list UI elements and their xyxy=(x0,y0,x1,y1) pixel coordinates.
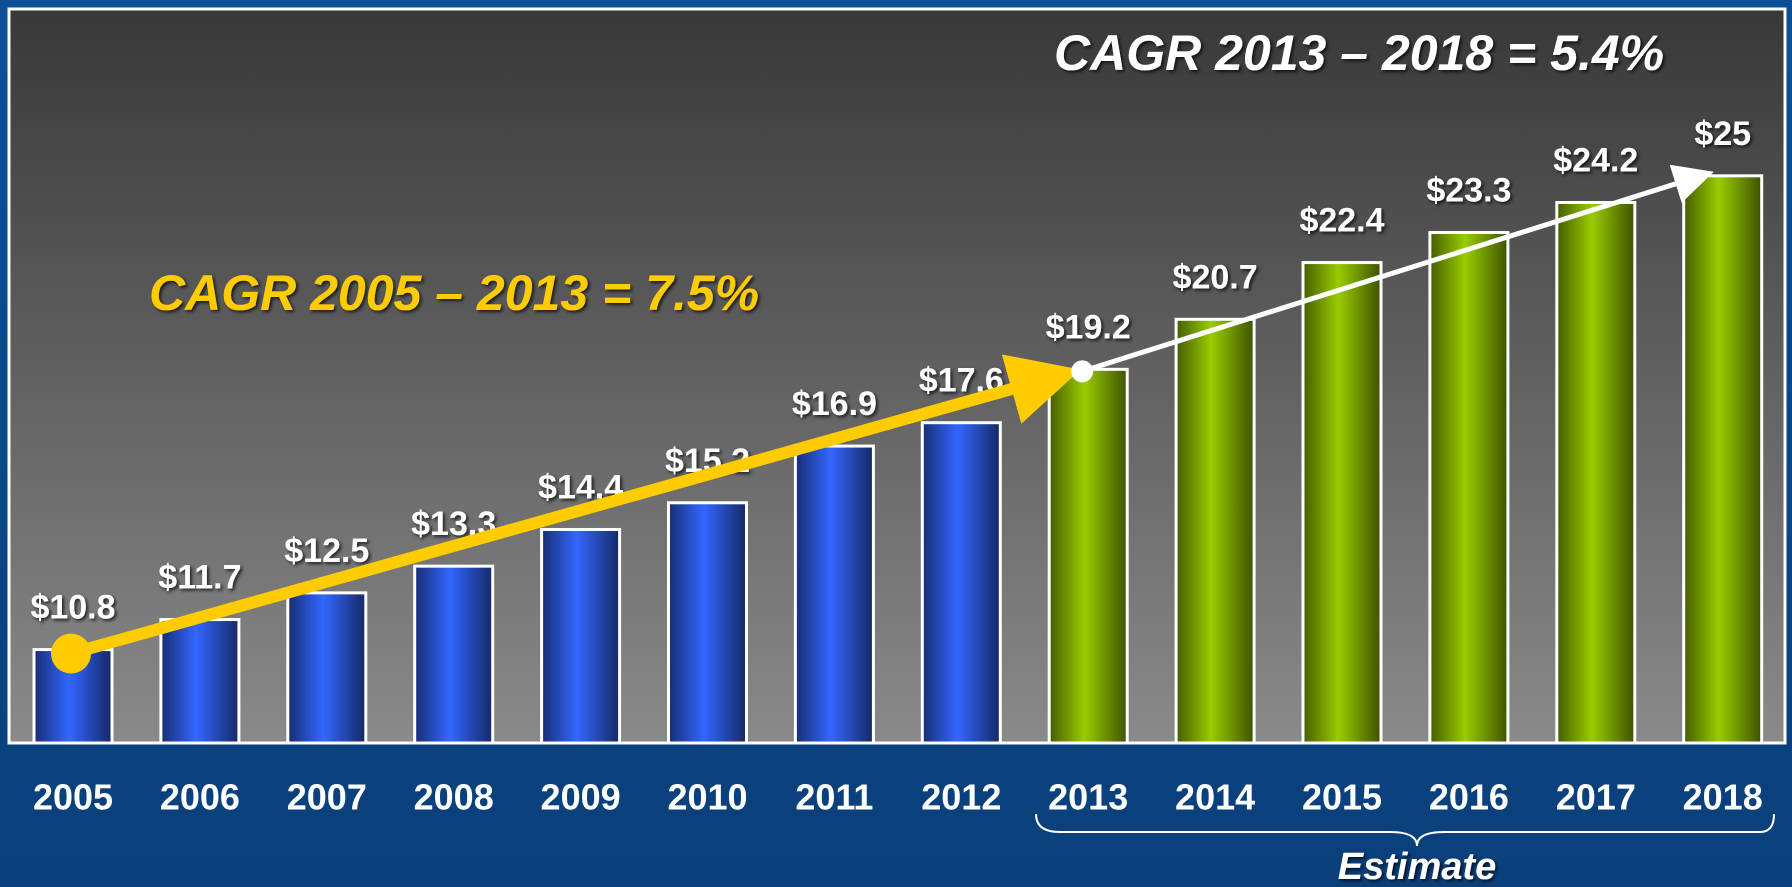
bar-shade xyxy=(540,527,622,745)
bar-shade xyxy=(793,444,875,745)
x-tick-label: 2011 xyxy=(795,777,873,818)
trend-dot xyxy=(1071,360,1094,383)
value-label: $25 xyxy=(1694,115,1751,153)
bar-shade xyxy=(1047,367,1129,745)
value-label: $11.7 xyxy=(158,559,241,597)
bar-shade xyxy=(1301,261,1383,745)
bar-shade xyxy=(1555,201,1637,745)
x-tick-label: 2014 xyxy=(1175,777,1255,818)
bar-shade xyxy=(667,501,748,745)
value-label: $24.2 xyxy=(1553,141,1638,179)
trend-arrow xyxy=(69,354,1081,660)
trend-dot xyxy=(51,633,91,674)
annotation: CAGR 2005 – 2013 = 7.5% xyxy=(149,265,759,321)
value-label: $10.8 xyxy=(30,589,115,627)
bar-shade xyxy=(159,618,241,745)
x-tick-label: 2015 xyxy=(1302,777,1382,818)
x-tick-label: 2010 xyxy=(667,777,747,818)
bar-shade xyxy=(1428,231,1510,745)
bar-shade xyxy=(1682,174,1764,745)
x-tick-label: 2008 xyxy=(414,777,494,818)
x-tick-label: 2007 xyxy=(287,777,367,818)
annotation: CAGR 2013 – 2018 = 5.4% xyxy=(1054,25,1664,81)
annotation: Estimate xyxy=(1338,846,1496,887)
x-tick-label: 2017 xyxy=(1556,777,1636,818)
x-tick-label: 2009 xyxy=(541,777,621,818)
value-label: $12.5 xyxy=(284,532,369,570)
plot-area xyxy=(7,7,1787,745)
bar-shade xyxy=(920,421,1002,745)
x-tick-label: 2016 xyxy=(1429,777,1509,818)
value-label: $23.3 xyxy=(1426,172,1511,210)
bar-shade xyxy=(1174,317,1256,745)
x-tick-label: 2012 xyxy=(921,777,1001,818)
value-label: $20.7 xyxy=(1173,258,1258,296)
value-label: $19.2 xyxy=(1046,308,1131,346)
x-tick-label: 2005 xyxy=(33,777,113,818)
x-tick-label: 2018 xyxy=(1683,777,1763,818)
value-label: $22.4 xyxy=(1299,202,1384,240)
x-tick-label: 2013 xyxy=(1048,777,1128,818)
trend-arrow xyxy=(1081,164,1714,374)
bar-shade xyxy=(286,591,368,745)
value-label: $16.9 xyxy=(792,385,877,423)
bar-shade xyxy=(413,564,495,745)
x-tick-label: 2006 xyxy=(160,777,240,818)
brace xyxy=(1035,813,1775,847)
